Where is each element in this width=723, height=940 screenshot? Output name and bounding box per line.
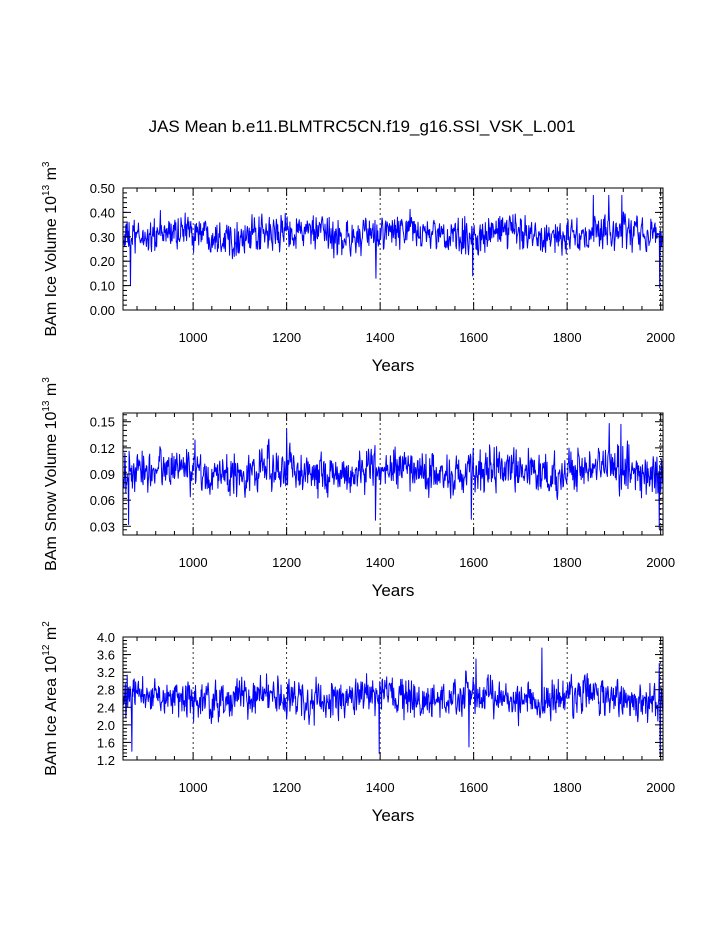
- x-tick-label: 2000: [646, 780, 675, 795]
- tick-marks: [123, 413, 663, 536]
- series-line-group: [122, 422, 664, 530]
- x-tick-labels: 1000 1200 1400 1600 1800 2000: [179, 780, 675, 795]
- y-tick-label: 0.10: [90, 279, 115, 294]
- y-tick-label: 4.0: [97, 630, 115, 645]
- x-tick-label: 1000: [179, 780, 208, 795]
- y-tick-label: 3.6: [97, 648, 115, 663]
- series-line: [122, 194, 664, 289]
- x-tick-label: 1200: [272, 330, 301, 345]
- x-tick-label: 1200: [272, 780, 301, 795]
- y-tick-label: 1.6: [97, 735, 115, 750]
- series-line: [122, 647, 664, 757]
- y-tick-label: 3.2: [97, 665, 115, 680]
- x-tick-label: 1400: [366, 555, 395, 570]
- y-tick-label: 0.40: [90, 205, 115, 220]
- y-tick-label: 0.15: [90, 415, 115, 430]
- x-tick-label: 1200: [272, 555, 301, 570]
- plot-frame: [122, 187, 664, 311]
- y-tick-label: 0.03: [90, 519, 115, 534]
- y-axis-label: BAm Snow Volume 1013 m3: [41, 377, 60, 571]
- x-tick-label: 2000: [646, 330, 675, 345]
- y-tick-labels: 1.2 1.6 2.0 2.4 2.8 3.2 3.6 4.0: [97, 630, 115, 768]
- x-tick-labels: 1000 1200 1400 1600 1800 2000: [179, 330, 675, 345]
- series-line-group: [122, 194, 664, 289]
- x-tick-label: 2000: [646, 555, 675, 570]
- plot-frame: [122, 636, 664, 761]
- x-tick-label: 1400: [366, 330, 395, 345]
- figure-title: JAS Mean b.e11.BLMTRC5CN.f19_g16.SSI_VSK…: [149, 117, 576, 136]
- tick-marks: [123, 636, 663, 761]
- y-tick-label: 2.0: [97, 718, 115, 733]
- series-line-group: [122, 647, 664, 757]
- y-tick-label: 0.30: [90, 230, 115, 245]
- x-tick-label: 1600: [459, 555, 488, 570]
- x-axis-label: Years: [372, 581, 415, 600]
- x-tick-label: 1600: [459, 780, 488, 795]
- y-tick-label: 2.8: [97, 683, 115, 698]
- y-tick-label: 0.06: [90, 493, 115, 508]
- x-tick-label: 1800: [553, 780, 582, 795]
- panel-snow-volume: 0.03 0.06 0.09 0.12 0.15 1000 1200 1400 1600 180…: [41, 377, 675, 600]
- x-axis-label: Years: [372, 806, 415, 825]
- y-tick-label: 0.50: [90, 181, 115, 196]
- y-tick-label: 2.4: [97, 700, 115, 715]
- panel-ice-area: 1.2 1.6 2.0 2.4 2.8 3.2 3.6 4.0 1000 1200 1400 160…: [41, 621, 675, 825]
- x-tick-labels: 1000 1200 1400 1600 1800 2000: [179, 555, 675, 570]
- y-tick-label: 1.2: [97, 753, 115, 768]
- x-axis-label: Years: [372, 356, 415, 375]
- x-tick-label: 1400: [366, 780, 395, 795]
- y-axis-label: BAm Ice Volume 1013 m3: [41, 161, 60, 336]
- x-tick-label: 1800: [553, 330, 582, 345]
- x-tick-label: 1800: [553, 555, 582, 570]
- grid-lines: [192, 188, 662, 310]
- y-tick-labels: 0.00 0.10 0.20 0.30 0.40 0.50: [90, 181, 115, 318]
- x-tick-label: 1000: [179, 555, 208, 570]
- y-tick-label: 0.00: [90, 303, 115, 318]
- tick-marks: [123, 187, 663, 311]
- y-tick-label: 0.09: [90, 467, 115, 482]
- x-tick-label: 1000: [179, 330, 208, 345]
- y-axis-label: BAm Ice Area 1012 m2: [41, 621, 60, 776]
- series-line: [122, 422, 664, 530]
- panel-ice-volume: 0.00 0.10 0.20 0.30 0.40 0.50 1000 1200 1400 160…: [41, 161, 675, 375]
- x-tick-label: 1600: [459, 330, 488, 345]
- y-tick-labels: 0.03 0.06 0.09 0.12 0.15: [90, 415, 115, 535]
- y-tick-label: 0.12: [90, 441, 115, 456]
- y-tick-label: 0.20: [90, 254, 115, 269]
